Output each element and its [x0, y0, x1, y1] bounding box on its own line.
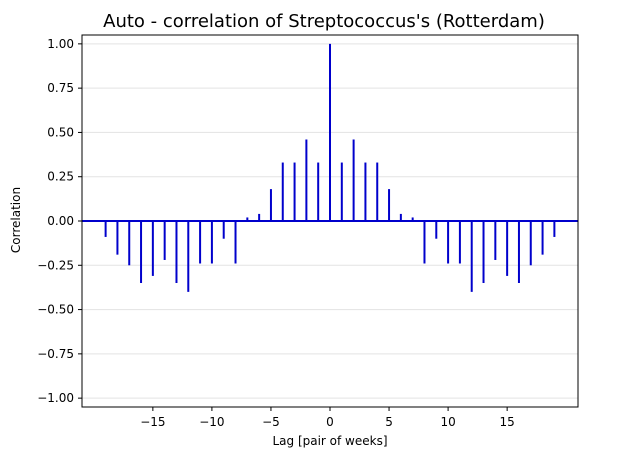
y-tick-label: −0.75 — [37, 347, 74, 361]
x-tick-label: 10 — [440, 415, 455, 429]
y-tick-label: 0.50 — [47, 125, 74, 139]
chart-title: Auto - correlation of Streptococcus's (R… — [103, 11, 545, 32]
y-axis: −1.00 −0.75 −0.50 −0.25 0.00 0.25 0.50 0.75 1.00 — [37, 37, 82, 405]
y-tick-label: 0.00 — [47, 214, 74, 228]
y-tick-label: −1.00 — [37, 391, 74, 405]
x-tick-label: −5 — [262, 415, 280, 429]
y-tick-label: 0.75 — [47, 81, 74, 95]
x-tick-label: 5 — [385, 415, 393, 429]
x-tick-label: −10 — [199, 415, 224, 429]
x-tick-label: 15 — [500, 415, 515, 429]
y-tick-label: −0.25 — [37, 258, 74, 272]
y-tick-label: 1.00 — [47, 37, 74, 51]
y-tick-label: 0.25 — [47, 170, 74, 184]
x-axis-label: Lag [pair of weeks] — [272, 434, 387, 448]
y-tick-label: −0.50 — [37, 303, 74, 317]
stems — [104, 43, 556, 292]
y-axis-label: Correlation — [9, 187, 23, 253]
x-axis: −15 −10 −5 0 5 10 15 — [140, 407, 515, 429]
x-tick-label: −15 — [140, 415, 165, 429]
x-tick-label: 0 — [326, 415, 334, 429]
